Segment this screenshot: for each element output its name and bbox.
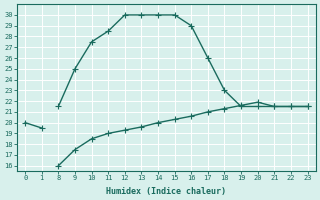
X-axis label: Humidex (Indice chaleur): Humidex (Indice chaleur) bbox=[106, 187, 226, 196]
